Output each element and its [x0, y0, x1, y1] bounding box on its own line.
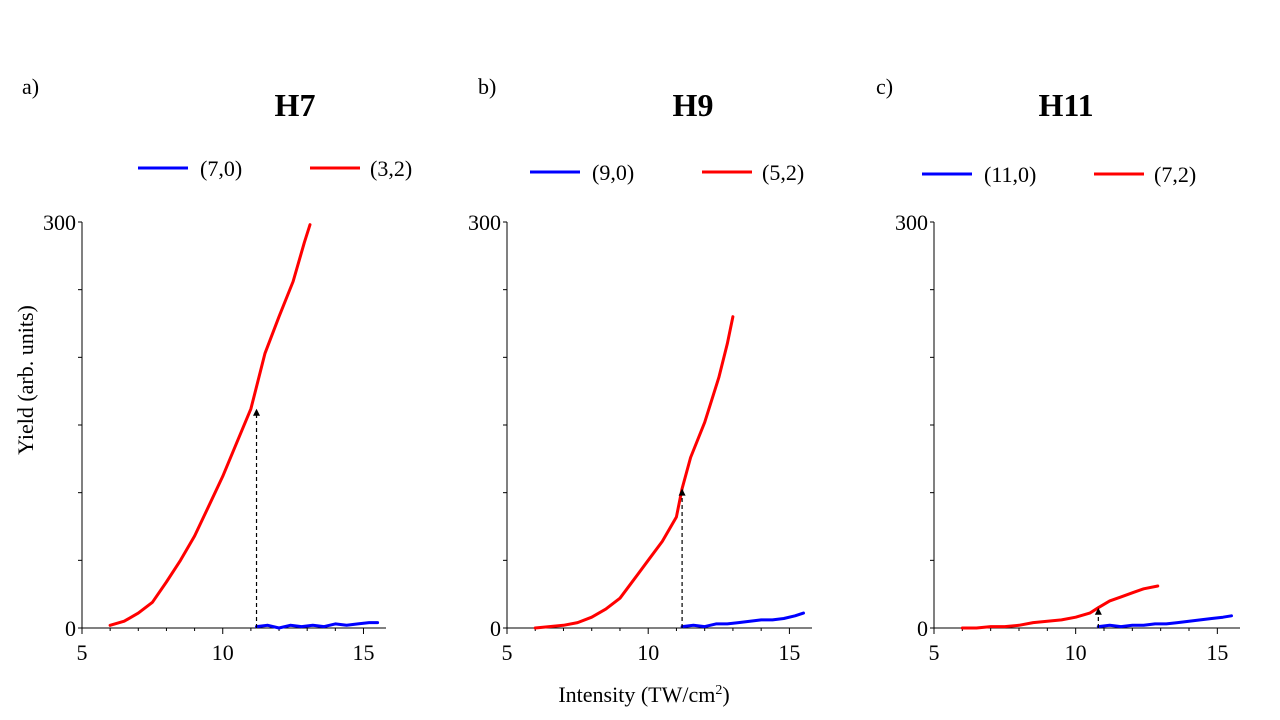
panel-a-title: H7 [275, 87, 316, 123]
legend-label-blue: (9,0) [592, 160, 634, 185]
marker-arrowhead-icon [678, 488, 686, 496]
series-line-red [960, 584, 1160, 630]
marker-arrowhead-icon [253, 408, 261, 416]
panel-b-label: b) [478, 74, 496, 99]
panel-a-plot: 0 300 5 10 15 [43, 210, 386, 665]
x-axis-title: Intensity (TW/cm2) [558, 682, 729, 707]
y-tick-label: 0 [65, 616, 76, 641]
legend-label-blue: (7,0) [200, 156, 242, 181]
x-axis-title-sup: 2 [715, 683, 722, 698]
x-tick-label: 10 [212, 640, 234, 665]
y-tick-label: 0 [490, 616, 501, 641]
series-line-red [533, 315, 735, 630]
x-axis-title-main: Intensity (TW/cm [558, 682, 715, 707]
legend-label-blue: (11,0) [984, 162, 1036, 187]
legend-label-red: (5,2) [762, 160, 804, 185]
panel-c-legend: (11,0) (7,2) [922, 162, 1196, 187]
x-tick-label: 15 [778, 640, 800, 665]
y-tick-label: 300 [468, 210, 501, 235]
panel-b-plot: 0 300 5 10 15 [468, 210, 812, 665]
panel-c-plot: 0 300 5 10 15 [895, 210, 1240, 665]
series-line-blue [680, 611, 805, 629]
panel-c: c) H11 (11,0) (7,2) 0 300 5 10 15 [876, 74, 1240, 665]
panel-b-title: H9 [673, 87, 714, 123]
x-tick-label: 5 [502, 640, 513, 665]
panel-c-label: c) [876, 74, 893, 99]
panel-a: a) H7 (7,0) (3,2) 0 300 5 10 15 [22, 74, 412, 665]
marker-arrowhead-icon [1094, 607, 1102, 615]
legend-label-red: (3,2) [370, 156, 412, 181]
x-tick-label: 10 [637, 640, 659, 665]
x-axis-title-end: ) [722, 682, 729, 707]
series-line-blue [1096, 614, 1233, 629]
panel-b-legend: (9,0) (5,2) [530, 160, 804, 185]
panel-b: b) H9 (9,0) (5,2) 0 300 5 10 15 [468, 74, 812, 665]
y-tick-label: 0 [917, 616, 928, 641]
series-line-red [108, 223, 312, 627]
panel-a-label: a) [22, 74, 39, 99]
x-tick-label: 15 [352, 640, 374, 665]
x-tick-label: 10 [1065, 640, 1087, 665]
legend-label-red: (7,2) [1154, 162, 1196, 187]
y-axis-title: Yield (arb. units) [13, 305, 38, 455]
x-tick-label: 5 [77, 640, 88, 665]
x-tick-label: 15 [1206, 640, 1228, 665]
x-tick-label: 5 [929, 640, 940, 665]
panel-c-title: H11 [1038, 87, 1093, 123]
y-tick-label: 300 [895, 210, 928, 235]
panel-a-legend: (7,0) (3,2) [138, 156, 412, 181]
series-line-blue [255, 621, 380, 630]
y-tick-label: 300 [43, 210, 76, 235]
